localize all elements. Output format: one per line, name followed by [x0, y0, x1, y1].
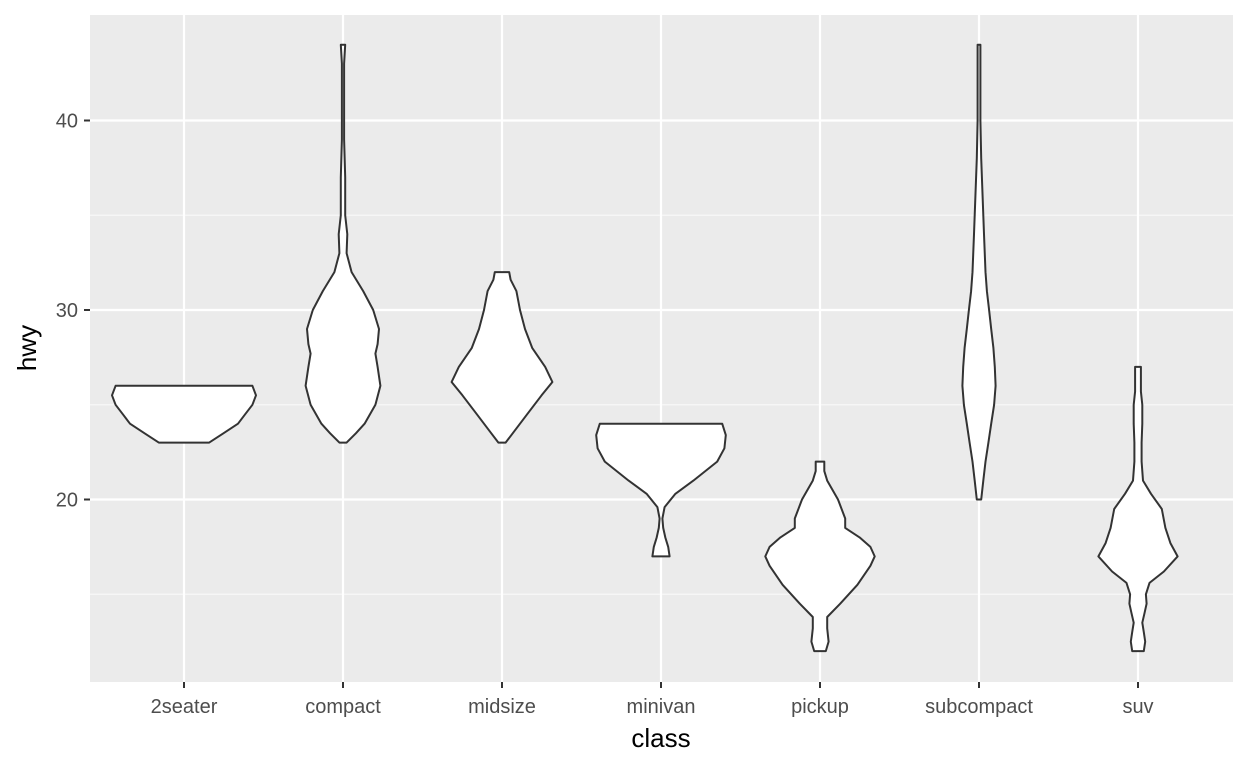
x-tick-label: subcompact	[925, 696, 1033, 718]
violin-compact	[304, 43, 382, 444]
y-tick-label: 40	[56, 111, 78, 133]
x-tick-label: 2seater	[151, 696, 218, 718]
x-tick-label: pickup	[791, 696, 849, 718]
x-axis: 2seater compact midsize minivan pickup subcom…	[151, 682, 1154, 718]
violin-suv	[1097, 365, 1179, 653]
violins	[111, 43, 1179, 653]
violin-subcompact	[961, 43, 997, 501]
violin-midsize	[450, 271, 554, 444]
violin-2seater	[111, 384, 257, 444]
x-tick-label: suv	[1122, 696, 1153, 718]
x-tick-label: minivan	[627, 696, 696, 718]
x-tick-label: compact	[305, 696, 381, 718]
y-axis: 20 30 40	[56, 111, 90, 512]
y-tick-label: 30	[56, 300, 78, 322]
y-tick-label: 20	[56, 490, 78, 512]
x-tick-label: midsize	[468, 696, 536, 718]
x-axis-title: class	[631, 723, 690, 753]
violin-minivan	[595, 422, 727, 558]
violin-pickup	[764, 460, 876, 653]
y-axis-title: hwy	[12, 325, 42, 371]
